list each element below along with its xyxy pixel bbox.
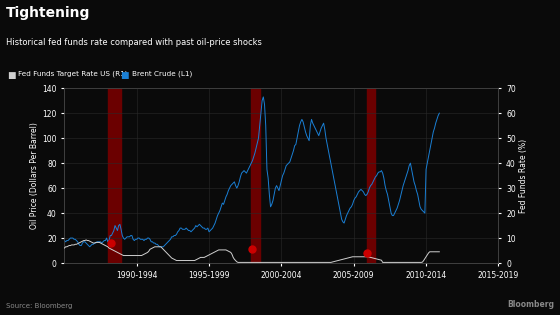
- Text: Fed Funds Target Rate US (R1): Fed Funds Target Rate US (R1): [18, 71, 128, 77]
- Text: Source: Bloomberg: Source: Bloomberg: [6, 303, 72, 309]
- Y-axis label: Fed Funds Rate (%): Fed Funds Rate (%): [519, 139, 528, 213]
- Bar: [108, 88, 121, 263]
- Text: Bloomberg: Bloomberg: [507, 300, 554, 309]
- Bar: [367, 88, 375, 263]
- Text: Historical fed funds rate compared with past oil-price shocks: Historical fed funds rate compared with …: [6, 38, 262, 47]
- Text: ■: ■: [7, 71, 15, 80]
- Text: Tightening: Tightening: [6, 6, 90, 20]
- Bar: [251, 88, 260, 263]
- Y-axis label: Oil Price (Dollars Per Barrel): Oil Price (Dollars Per Barrel): [30, 122, 40, 229]
- Text: Brent Crude (L1): Brent Crude (L1): [132, 71, 192, 77]
- Text: ■: ■: [120, 71, 129, 80]
